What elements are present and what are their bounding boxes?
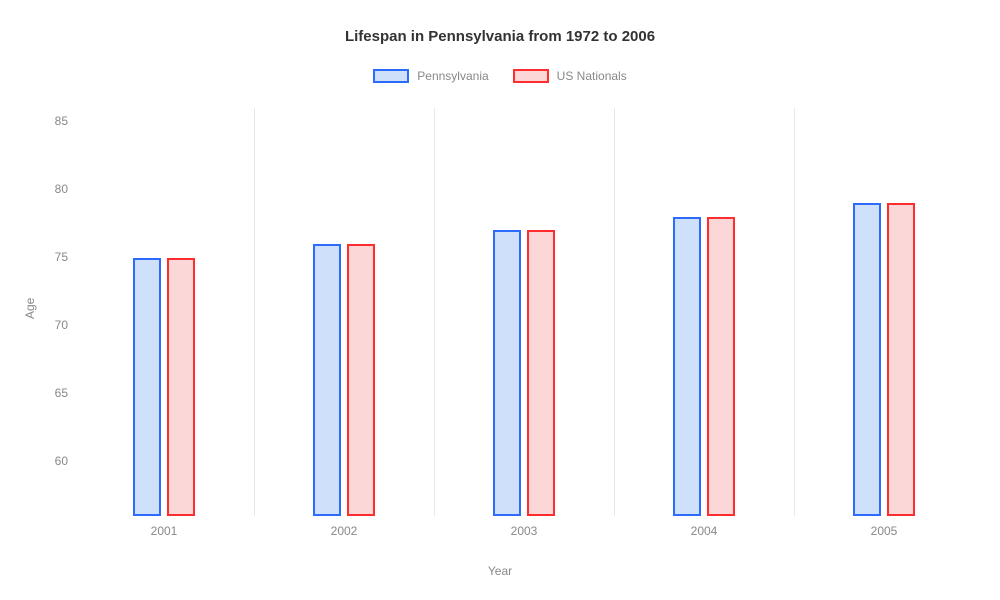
bar-us-nationals xyxy=(167,258,195,516)
bar-pennsylvania xyxy=(853,203,881,516)
x-axis-label: Year xyxy=(0,564,1000,578)
chart-container: Lifespan in Pennsylvania from 1972 to 20… xyxy=(0,0,1000,600)
legend-swatch-us-nationals xyxy=(513,69,549,83)
chart-title: Lifespan in Pennsylvania from 1972 to 20… xyxy=(0,0,1000,45)
y-tick-label: 60 xyxy=(44,454,68,468)
legend-label: US Nationals xyxy=(557,69,627,83)
gridline-vertical xyxy=(794,108,795,516)
x-tick-label: 2004 xyxy=(691,524,718,538)
legend: Pennsylvania US Nationals xyxy=(0,69,1000,83)
y-tick-label: 80 xyxy=(44,182,68,196)
bar-us-nationals xyxy=(707,217,735,516)
bar-pennsylvania xyxy=(673,217,701,516)
x-tick-label: 2005 xyxy=(871,524,898,538)
legend-swatch-pennsylvania xyxy=(373,69,409,83)
x-tick-label: 2001 xyxy=(151,524,178,538)
bar-us-nationals xyxy=(887,203,915,516)
bar-us-nationals xyxy=(347,244,375,516)
x-tick-label: 2003 xyxy=(511,524,538,538)
plot-area: 60657075808520012002200320042005 xyxy=(74,108,974,516)
y-tick-label: 65 xyxy=(44,386,68,400)
y-tick-label: 75 xyxy=(44,250,68,264)
y-tick-label: 70 xyxy=(44,318,68,332)
y-axis-label: Age xyxy=(23,298,37,319)
gridline-vertical xyxy=(254,108,255,516)
y-tick-label: 85 xyxy=(44,114,68,128)
legend-item-us-nationals: US Nationals xyxy=(513,69,627,83)
bar-pennsylvania xyxy=(313,244,341,516)
legend-item-pennsylvania: Pennsylvania xyxy=(373,69,488,83)
bar-pennsylvania xyxy=(133,258,161,516)
bar-pennsylvania xyxy=(493,230,521,516)
x-tick-label: 2002 xyxy=(331,524,358,538)
bar-us-nationals xyxy=(527,230,555,516)
gridline-vertical xyxy=(614,108,615,516)
gridline-vertical xyxy=(434,108,435,516)
legend-label: Pennsylvania xyxy=(417,69,488,83)
